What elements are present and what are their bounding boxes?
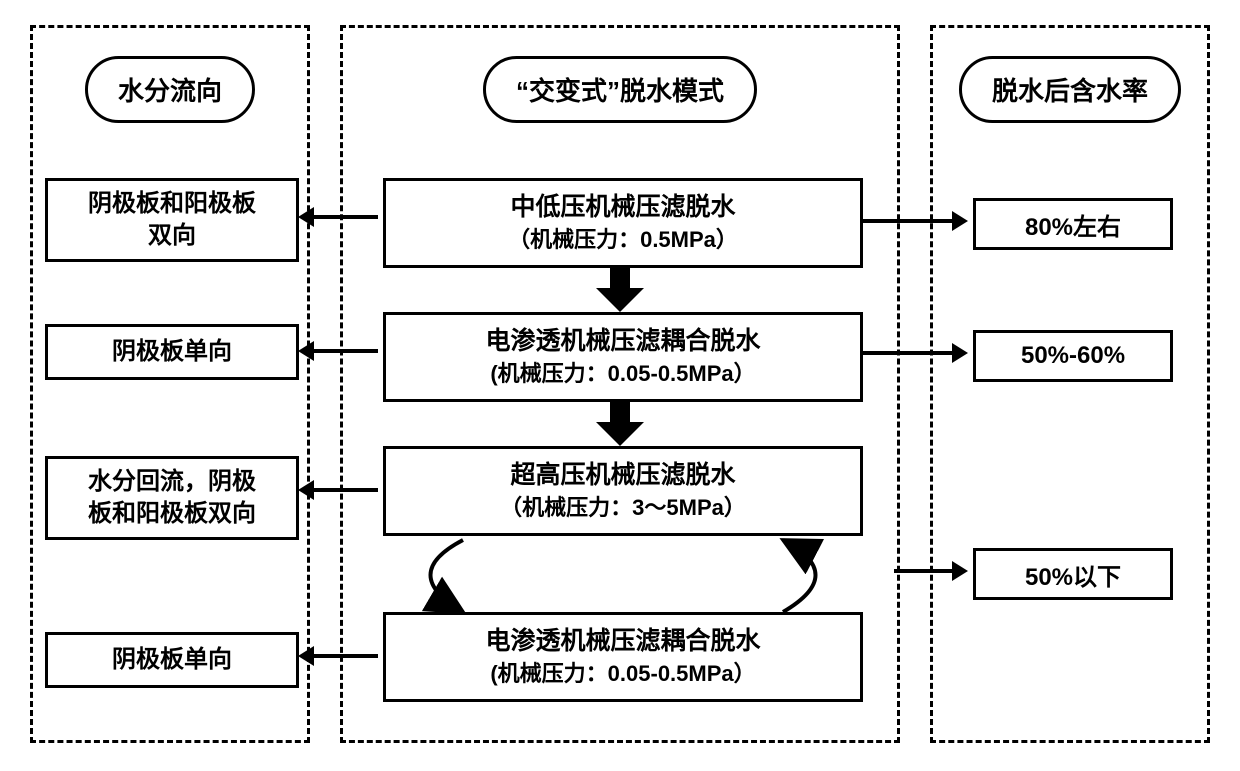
mid-box-2: 电渗透机械压滤耦合脱水 (机械压力：0.05-0.5MPa） [383,312,863,402]
h-arrow-left-2 [312,349,378,353]
h-arrow-right-1 [862,219,954,223]
mid-box-3: 超高压机械压滤脱水 （机械压力：3～5MPa） [383,446,863,536]
mid-box-3-line1: 超高压机械压滤脱水 [510,458,735,493]
h-arrow-left-1 [312,215,378,219]
left-box-4: 阴极板单向 [45,632,299,688]
mid-box-4: 电渗透机械压滤耦合脱水 (机械压力：0.05-0.5MPa） [383,612,863,702]
right-box-3-text: 50%以下 [1025,557,1121,592]
left-box-4-line1: 阴极板单向 [112,644,232,676]
mid-box-3-line2: （机械压力：3～5MPa） [500,493,746,524]
mid-box-1: 中低压机械压滤脱水 （机械压力：0.5MPa） [383,178,863,268]
column-water-direction: 水分流向 阴极板和阳极板 双向 阴极板单向 水分回流，阴极 板和阳极板双向 阴极… [30,25,310,743]
right-box-1: 80%左右 [973,198,1173,250]
h-arrow-right-3 [894,569,954,573]
left-box-2-line1: 阴极板单向 [112,336,232,368]
header-pill-left: 水分流向 [85,56,255,123]
mid-box-2-line1: 电渗透机械压滤耦合脱水 [485,324,760,359]
right-box-3: 50%以下 [973,548,1173,600]
column-water-content: 脱水后含水率 80%左右 50%-60% 50%以下 [930,25,1210,743]
right-box-2-text: 50%-60% [1021,342,1125,370]
left-box-1: 阴极板和阳极板 双向 [45,178,299,262]
mid-box-4-line1: 电渗透机械压滤耦合脱水 [485,624,760,659]
right-box-1-text: 80%左右 [1025,207,1121,242]
h-arrow-left-3 [312,488,378,492]
h-arrow-left-4 [312,654,378,658]
mid-box-1-line1: 中低压机械压滤脱水 [510,190,735,225]
header-pill-mid: “交变式”脱水模式 [483,56,757,123]
left-box-2: 阴极板单向 [45,324,299,380]
left-box-1-line2: 双向 [148,220,196,252]
header-right-text: 脱水后含水率 [992,76,1148,106]
column-dewatering-mode: “交变式”脱水模式 中低压机械压滤脱水 （机械压力：0.5MPa） 电渗透机械压… [340,25,900,743]
header-pill-right: 脱水后含水率 [959,56,1181,123]
header-left-text: 水分流向 [118,76,222,106]
h-arrow-right-2 [862,351,954,355]
thick-down-arrow-2 [596,402,644,446]
flowchart-diagram: 水分流向 阴极板和阳极板 双向 阴极板单向 水分回流，阴极 板和阳极板双向 阴极… [30,25,1210,745]
right-box-2: 50%-60% [973,330,1173,382]
left-box-3-line1: 水分回流，阴极 [88,466,256,498]
mid-box-2-line2: (机械压力：0.05-0.5MPa） [490,359,755,390]
mid-box-4-line2: (机械压力：0.05-0.5MPa） [490,659,755,690]
thick-down-arrow-1 [596,268,644,312]
mid-box-1-line2: （机械压力：0.5MPa） [508,225,738,256]
left-box-3-line2: 板和阳极板双向 [88,498,256,530]
header-mid-text: “交变式”脱水模式 [516,76,724,106]
left-box-3: 水分回流，阴极 板和阳极板双向 [45,456,299,540]
left-box-1-line1: 阴极板和阳极板 [88,188,256,220]
